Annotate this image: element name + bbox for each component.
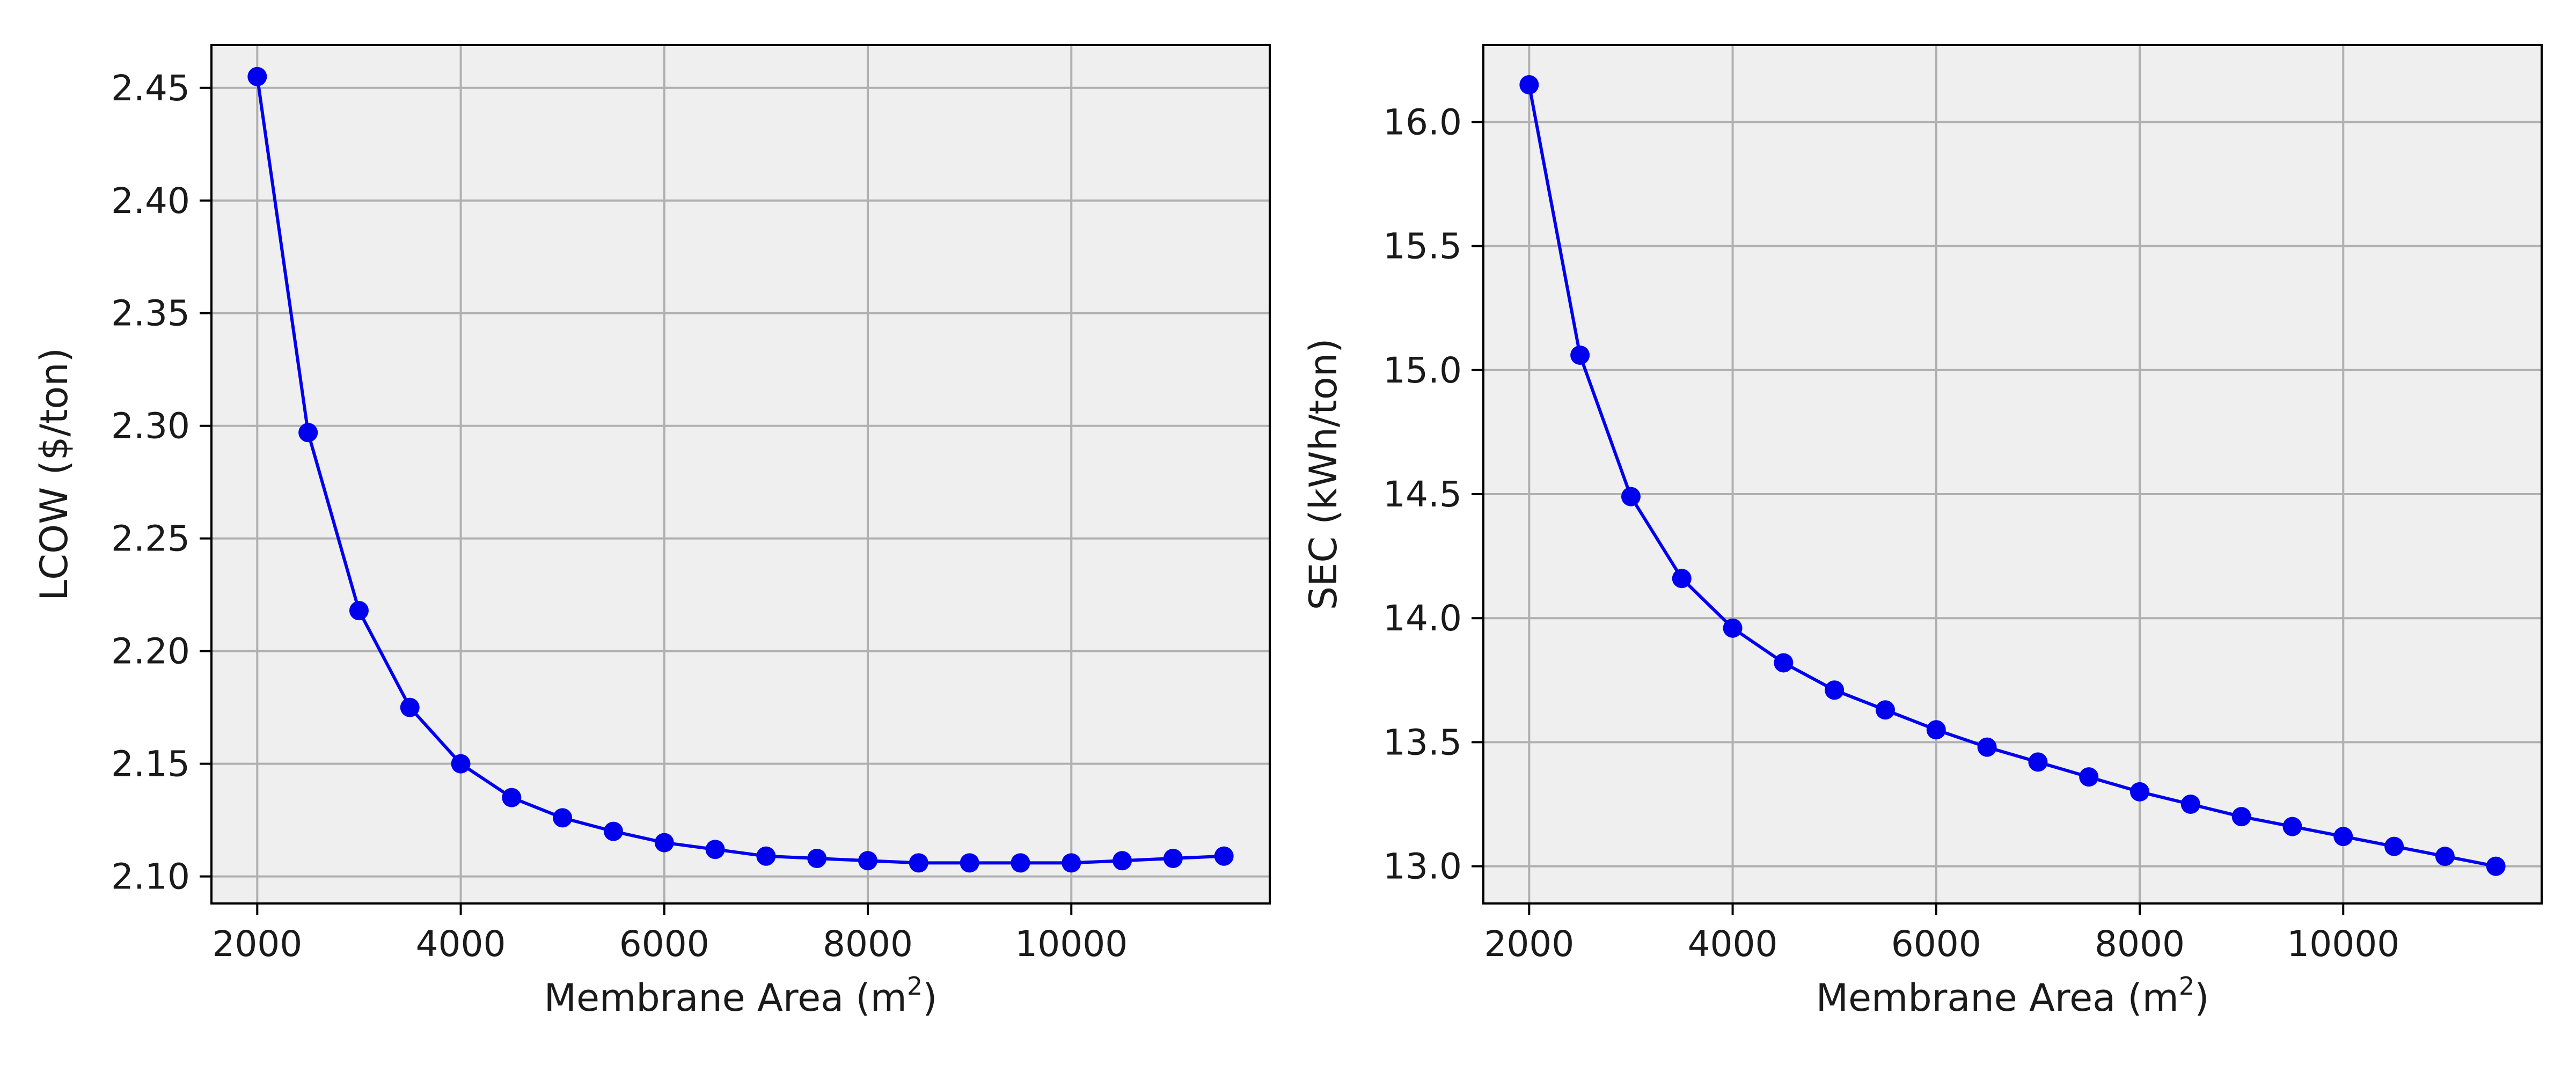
- lcow-x-tick-label: 2000: [212, 923, 302, 965]
- sec-data-point: [1672, 569, 1692, 589]
- sec-chart-panel: 2000 4000 6000 8000 10000 13.0 13.5 14.0 14.5 15.…: [1301, 44, 2543, 1020]
- sec-data-point: [2384, 836, 2404, 856]
- lcow-x-tick-label: 4000: [416, 923, 506, 965]
- sec-x-tick-label: 8000: [2095, 923, 2185, 965]
- sec-data-point: [2028, 752, 2048, 772]
- lcow-y-tick-label: 2.10: [111, 856, 190, 898]
- sec-y-tick-label: 14.0: [1383, 598, 1462, 639]
- sec-x-tick-label: 2000: [1484, 923, 1574, 965]
- sec-x-tick-label: 10000: [2287, 923, 2399, 965]
- lcow-x-axis-label-superscript: 2: [907, 972, 923, 1001]
- sec-data-point: [2282, 817, 2302, 836]
- sec-data-point: [1519, 75, 1539, 94]
- lcow-data-point: [1011, 853, 1030, 873]
- lcow-data-point: [603, 821, 623, 841]
- lcow-data-point: [960, 853, 979, 873]
- sec-y-tick-label: 16.0: [1383, 101, 1462, 143]
- sec-x-axis-label: Membrane Area (m2): [1816, 972, 2209, 1020]
- lcow-data-point: [807, 849, 827, 869]
- lcow-chart-panel: 2000 4000 6000 8000 10000 2.10 2.15 2.20 2.25 2.3…: [32, 44, 1271, 1020]
- sec-x-tick-label: 6000: [1891, 923, 1981, 965]
- lcow-data-point: [400, 697, 420, 717]
- lcow-x-axis-label: Membrane Area (m2): [544, 972, 938, 1020]
- lcow-y-tick-label: 2.30: [111, 406, 190, 447]
- sec-data-point: [2231, 807, 2251, 827]
- lcow-axes-frame: [210, 44, 1271, 905]
- lcow-data-point: [1163, 849, 1183, 869]
- lcow-data-point: [349, 601, 369, 621]
- lcow-x-axis-label-text: Membrane Area (m: [544, 976, 907, 1020]
- lcow-y-axis-label: LCOW ($/ton): [32, 348, 76, 601]
- lcow-data-point: [756, 846, 776, 866]
- sec-y-tick-label: 14.5: [1383, 474, 1462, 515]
- sec-y-tick-label: 13.5: [1383, 722, 1462, 763]
- sec-data-point: [1977, 737, 1997, 757]
- sec-data-point: [1825, 680, 1845, 700]
- sec-y-tick-label: 15.5: [1383, 226, 1462, 267]
- lcow-data-point: [298, 423, 318, 443]
- sec-axes-frame: [1482, 44, 2543, 905]
- lcow-data-point: [909, 853, 928, 873]
- lcow-data-point: [654, 833, 674, 852]
- lcow-data-point: [451, 754, 471, 774]
- sec-data-point: [2180, 795, 2200, 814]
- lcow-x-tick-label: 6000: [619, 923, 709, 965]
- sec-data-point: [1723, 618, 1743, 638]
- sec-y-tick-label: 13.0: [1383, 846, 1462, 887]
- sec-data-point: [1875, 700, 1895, 720]
- sec-y-axis-label: SEC (kWh/ton): [1301, 339, 1345, 611]
- sec-x-axis-label-text: Membrane Area (m: [1816, 976, 2179, 1020]
- lcow-data-point: [502, 788, 522, 807]
- lcow-data-point: [1113, 851, 1132, 871]
- sec-data-point: [2486, 856, 2506, 876]
- lcow-y-tick-label: 2.15: [111, 744, 190, 785]
- sec-x-axis-label-close: ): [2194, 976, 2209, 1020]
- sec-data-point: [1570, 346, 1590, 365]
- lcow-data-point: [705, 840, 725, 859]
- sec-data-point: [2079, 767, 2099, 787]
- lcow-y-tick-label: 2.40: [111, 180, 190, 222]
- lcow-data-point: [1062, 853, 1081, 873]
- sec-data-point: [1926, 720, 1946, 740]
- sec-plot-area: [1483, 45, 2542, 903]
- lcow-data-point: [247, 67, 267, 86]
- lcow-plot-area: [211, 45, 1270, 903]
- sec-data-point: [2130, 782, 2150, 802]
- lcow-data-point: [858, 851, 878, 871]
- lcow-x-axis-label-close: ): [923, 976, 937, 1020]
- sec-x-axis-label-superscript: 2: [2179, 972, 2194, 1001]
- sec-data-point: [2333, 827, 2353, 847]
- sec-data-point: [1621, 487, 1641, 506]
- sec-x-tick-label: 4000: [1688, 923, 1778, 965]
- sec-data-point: [2435, 847, 2455, 866]
- lcow-x-tick-label: 8000: [823, 923, 913, 965]
- lcow-x-tick-label: 10000: [1015, 923, 1128, 965]
- lcow-y-tick-label: 2.20: [111, 631, 190, 672]
- sec-y-tick-label: 15.0: [1383, 350, 1462, 391]
- lcow-y-tick-label: 2.35: [111, 293, 190, 334]
- lcow-y-tick-label: 2.25: [111, 518, 190, 560]
- lcow-y-tick-label: 2.45: [111, 68, 190, 109]
- lcow-data-point: [1214, 846, 1234, 866]
- sec-data-point: [1774, 653, 1794, 673]
- lcow-data-point: [553, 808, 573, 828]
